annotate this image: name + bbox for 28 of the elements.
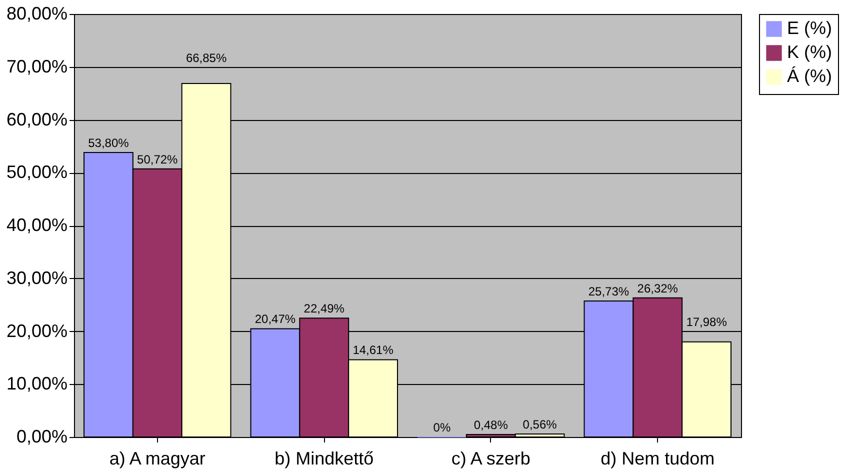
data-label: 0,56% [522,418,558,432]
data-label: 53,80% [88,136,130,150]
data-label: 22,49% [304,302,345,316]
data-label: 50,72% [137,152,178,166]
y-tick-label: 20,00% [6,320,68,341]
data-label: 25,73% [588,284,630,298]
y-tick-label: 0,00% [16,426,68,446]
x-tick-label: a) A magyar [109,448,206,468]
data-label: 66,85% [186,50,227,65]
y-tick-label: 60,00% [6,109,68,130]
data-label: 14,61% [352,343,394,358]
legend-label: Á (%) [787,66,832,86]
y-tick-label: 70,00% [6,56,68,76]
y-tick-label: 80,00% [6,4,68,24]
data-label: 26,32% [637,281,678,296]
x-tick-label: c) A szerb [451,448,530,468]
y-tick-label: 30,00% [6,268,68,288]
data-label: 0% [433,420,451,434]
data-label: 0,48% [474,418,508,432]
data-label: 17,98% [686,315,728,330]
y-tick-label: 10,00% [6,374,68,394]
data-label: 20,47% [254,312,296,326]
x-tick-label: b) Mindkettő [274,448,374,468]
y-tick-label: 40,00% [6,215,68,235]
legend-label: K (%) [787,42,832,62]
y-tick-label: 50,00% [6,162,68,182]
x-tick-label: d) Nem tudom [600,448,715,468]
legend-label: E (%) [787,18,832,38]
